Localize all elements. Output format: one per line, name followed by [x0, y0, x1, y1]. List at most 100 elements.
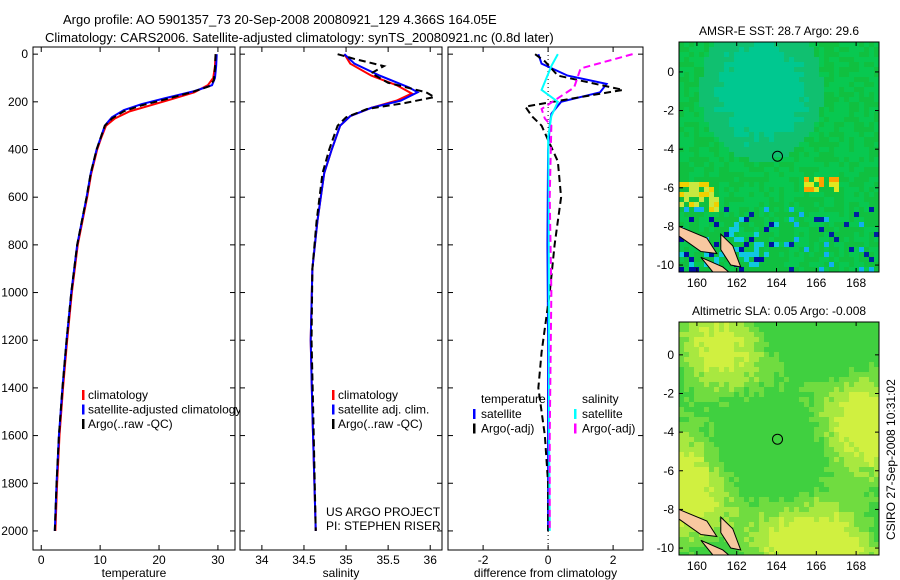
map-cell [764, 382, 769, 387]
map-cell [774, 127, 779, 132]
map-cell [779, 357, 784, 362]
map-cell [759, 447, 764, 452]
map-cell [689, 162, 694, 167]
map-cell [744, 177, 749, 182]
map-cell [764, 552, 769, 555]
map-cell [849, 92, 854, 97]
map-cell [764, 67, 769, 72]
map-cell [794, 142, 799, 147]
map-cell [874, 457, 879, 462]
map-cell [699, 62, 704, 67]
map-cell [839, 507, 844, 512]
map-cell [694, 127, 699, 132]
map-cell [809, 487, 814, 492]
map-cell [789, 142, 794, 147]
map-cell [769, 352, 774, 357]
map-cell [844, 192, 849, 197]
map-cell [844, 222, 849, 227]
map-cell [874, 372, 879, 377]
map-cell [824, 62, 829, 67]
map-cell [769, 552, 774, 555]
map-cell [749, 367, 754, 372]
map-cell [814, 82, 819, 87]
map-cell [819, 357, 824, 362]
map-cell [804, 467, 809, 472]
map-cell [734, 127, 739, 132]
map-cell [719, 127, 724, 132]
map-cell [729, 182, 734, 187]
map-cell [719, 262, 724, 267]
map-cell [819, 72, 824, 77]
map-cell [699, 412, 704, 417]
map-cell [714, 147, 719, 152]
map-cell [824, 127, 829, 132]
map-cell [684, 467, 689, 472]
map-cell [704, 457, 709, 462]
map-cell [834, 62, 839, 67]
map-cell [744, 497, 749, 502]
map-cell [809, 347, 814, 352]
map-cell [709, 237, 714, 242]
map-cell [774, 57, 779, 62]
map-cell [759, 167, 764, 172]
map-cell [739, 122, 744, 127]
map-cell [709, 97, 714, 102]
map-cell [784, 352, 789, 357]
map-cell [739, 137, 744, 142]
map-cell [694, 207, 699, 212]
map-cell [689, 417, 694, 422]
map-cell [809, 542, 814, 547]
map-cell [854, 132, 859, 137]
map-cell [699, 352, 704, 357]
map-cell [679, 487, 684, 492]
map-cell [794, 102, 799, 107]
map-cell [724, 462, 729, 467]
map-cell [769, 112, 774, 117]
map-cell [684, 112, 689, 117]
map-cell [744, 347, 749, 352]
map-cell [874, 452, 879, 457]
map-cell [844, 377, 849, 382]
map-cell [754, 197, 759, 202]
map-cell [784, 512, 789, 517]
map-cell [784, 367, 789, 372]
map-cell [804, 357, 809, 362]
map-cell [874, 172, 879, 177]
map-cell [844, 452, 849, 457]
map-cell [754, 112, 759, 117]
map-cell [794, 72, 799, 77]
map-cell [764, 222, 769, 227]
map-cell [874, 397, 879, 402]
map-cell [704, 97, 709, 102]
map-cell [819, 82, 824, 87]
map-cell [764, 542, 769, 547]
map-cell [814, 422, 819, 427]
map-cell [749, 267, 754, 272]
map-cell [874, 222, 879, 227]
map-cell [844, 347, 849, 352]
map-cell [814, 417, 819, 422]
map-cell [839, 442, 844, 447]
map-cell [829, 472, 834, 477]
map-cell [874, 262, 879, 267]
map-cell [709, 322, 714, 327]
map-cell [819, 442, 824, 447]
map-cell [859, 542, 864, 547]
map-cell [684, 447, 689, 452]
map-cell [789, 417, 794, 422]
map-cell [809, 367, 814, 372]
map-cell [824, 422, 829, 427]
map-cell [804, 387, 809, 392]
map-cell [799, 482, 804, 487]
map-cell [814, 492, 819, 497]
map-cell [874, 192, 879, 197]
map-cell [699, 222, 704, 227]
map-cell [689, 487, 694, 492]
map-cell [819, 342, 824, 347]
map-cell [699, 322, 704, 327]
map-cell [784, 377, 789, 382]
map-cell [689, 62, 694, 67]
map-cell [854, 242, 859, 247]
map-cell [799, 532, 804, 537]
map-cell [834, 97, 839, 102]
